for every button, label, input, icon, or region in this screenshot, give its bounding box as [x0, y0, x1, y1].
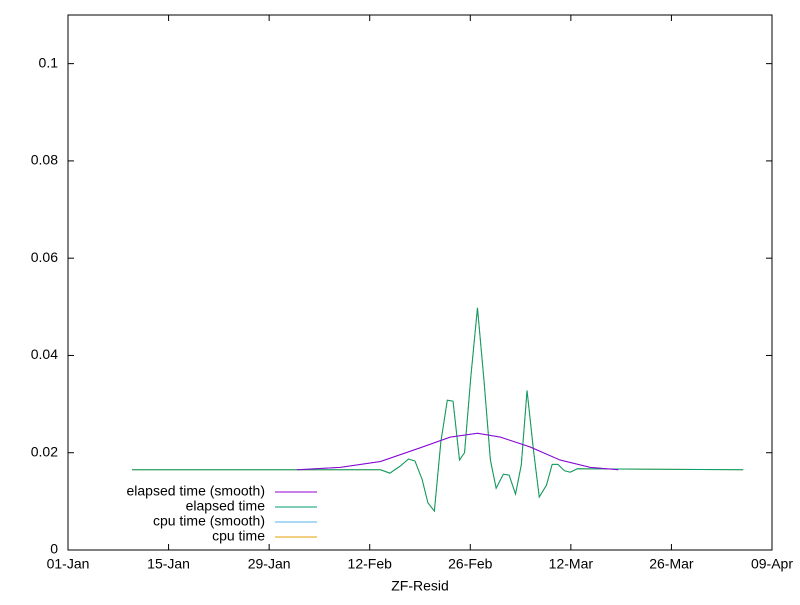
x-tick-label: 12-Feb — [348, 556, 393, 572]
y-tick-label: 0.1 — [39, 54, 59, 70]
y-tick-label: 0.08 — [31, 152, 58, 168]
y-tick-label: 0.02 — [31, 443, 58, 459]
x-tick-label: 12-Mar — [549, 556, 594, 572]
legend-label: cpu time — [212, 528, 265, 544]
y-tick-label: 0.04 — [31, 346, 58, 362]
y-tick-label: 0.06 — [31, 249, 58, 265]
x-axis-label: ZF-Resid — [391, 578, 449, 594]
x-tick-label: 26-Mar — [649, 556, 694, 572]
x-tick-label: 09-Apr — [751, 556, 793, 572]
x-tick-label: 26-Feb — [448, 556, 493, 572]
y-tick-label: 0 — [50, 541, 58, 557]
x-tick-label: 15-Jan — [147, 556, 190, 572]
series-line — [297, 432, 619, 471]
legend-label: elapsed time (smooth) — [126, 483, 265, 499]
series-line — [131, 307, 744, 513]
x-tick-label: 01-Jan — [47, 556, 90, 572]
x-tick-label: 29-Jan — [248, 556, 291, 572]
legend-label: elapsed time — [186, 498, 266, 514]
series-line — [297, 432, 619, 471]
plot-frame — [67, 14, 773, 551]
legend-label: cpu time (smooth) — [153, 513, 265, 529]
